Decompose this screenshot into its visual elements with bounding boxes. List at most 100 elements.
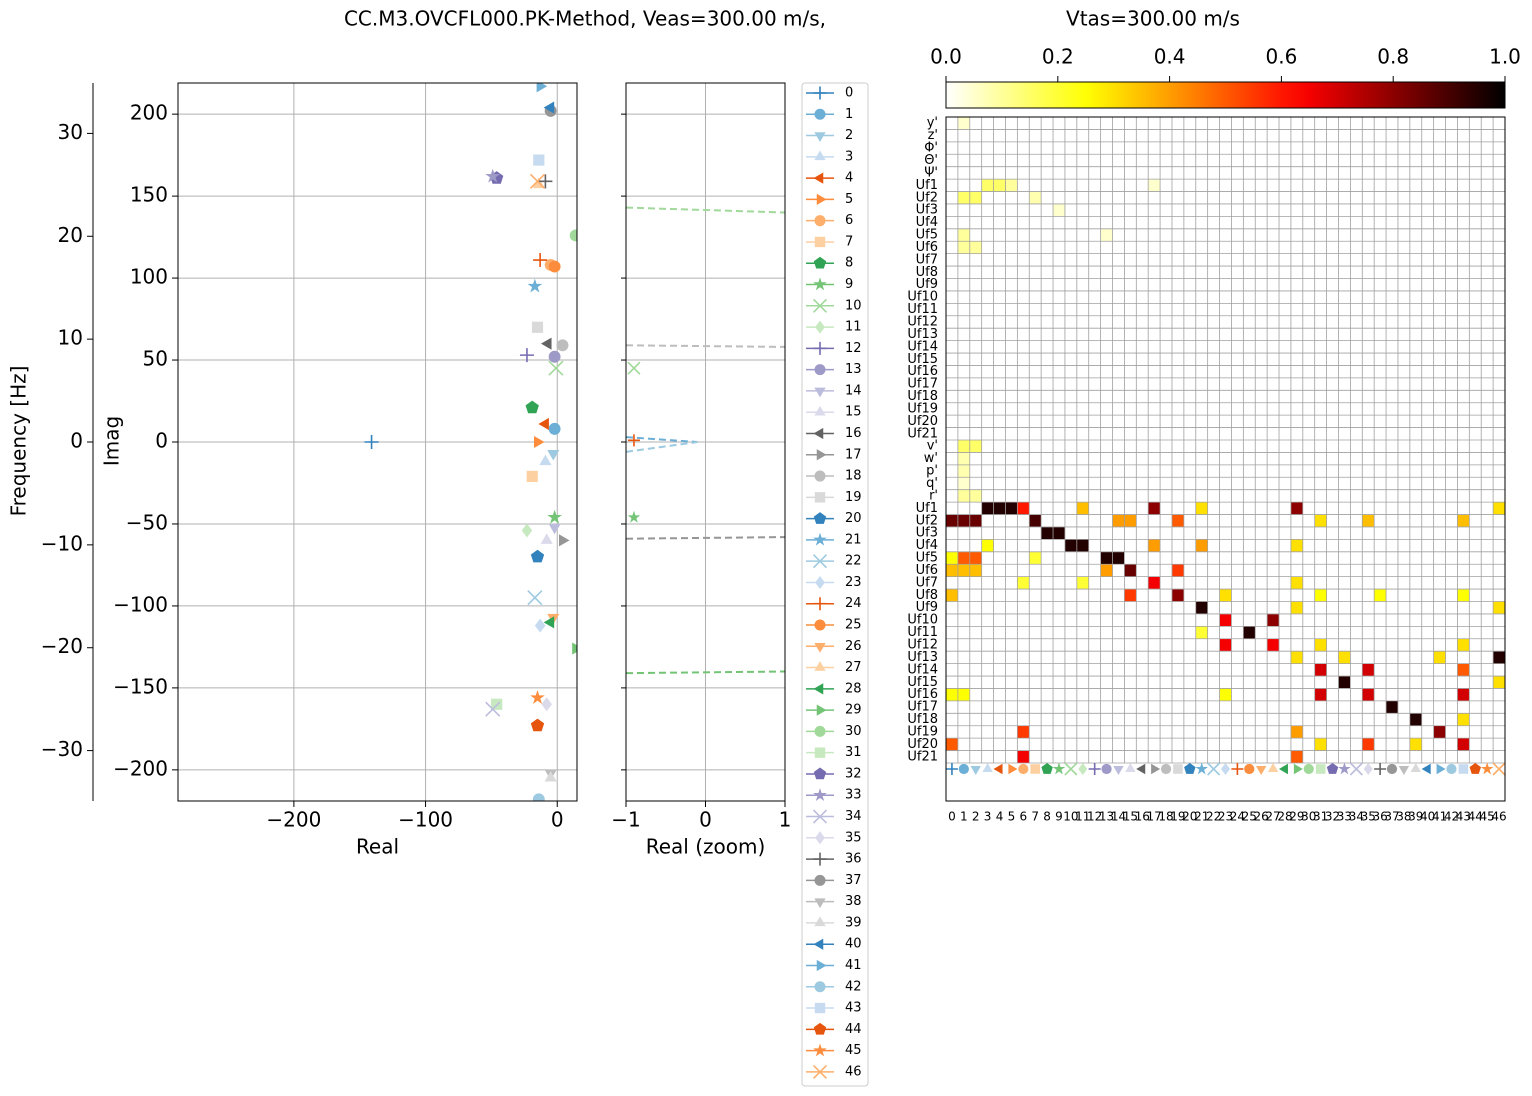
- heat-cell: [1029, 377, 1042, 391]
- legend-marker: [814, 981, 826, 993]
- heat-cell: [946, 377, 958, 391]
- heat-cell: [1469, 266, 1482, 279]
- pole-marker: [543, 616, 555, 629]
- heat-cell: [1267, 328, 1280, 341]
- heat-cell: [1362, 241, 1375, 254]
- heat-cell: [1481, 452, 1494, 465]
- heat-cell: [1136, 750, 1149, 763]
- heat-cell: [1397, 676, 1410, 689]
- heat-cell: [1267, 353, 1280, 366]
- legend-label: 39: [845, 915, 862, 930]
- heat-cell: [1386, 713, 1398, 726]
- heat-cell: [1457, 328, 1470, 341]
- heat-cell: [1029, 353, 1042, 366]
- heat-cell: [1160, 564, 1172, 577]
- heat-cell: [1279, 253, 1291, 267]
- heat-cell: [1053, 676, 1065, 689]
- heat-cell: [1362, 663, 1375, 677]
- heat-cell: [1219, 502, 1232, 515]
- heat-cell: [1255, 713, 1268, 726]
- heat-cell: [1493, 278, 1505, 291]
- heat-cell: [1088, 589, 1101, 602]
- heat-cell: [957, 415, 970, 428]
- heat-cell: [1409, 340, 1422, 354]
- heat-cell: [1255, 129, 1268, 142]
- heat-cell: [1148, 551, 1161, 565]
- heat-cell: [1326, 315, 1339, 329]
- heat-cell: [1219, 589, 1232, 602]
- row-label: Uf4: [916, 538, 938, 553]
- heat-cell: [946, 278, 958, 291]
- heat-cell: [1053, 216, 1065, 229]
- locus-line: [626, 670, 785, 675]
- heat-cell: [1421, 228, 1434, 242]
- heat-cell: [1017, 340, 1030, 354]
- heat-cell: [1267, 464, 1280, 478]
- column-label: 16: [1135, 810, 1150, 824]
- heat-cell: [993, 464, 1006, 478]
- heat-cell: [969, 278, 982, 291]
- heat-cell: [1338, 526, 1351, 540]
- heat-cell: [1112, 278, 1125, 291]
- heat-cell: [1112, 551, 1125, 565]
- heat-cell: [1076, 601, 1089, 614]
- heat-cell: [1124, 700, 1137, 714]
- heat-cell: [1112, 613, 1125, 627]
- mode-marker: [1267, 763, 1279, 772]
- heat-cell: [1433, 278, 1446, 291]
- heat-cell: [946, 452, 958, 465]
- heat-cell: [1397, 489, 1410, 503]
- heat-cell: [1302, 117, 1315, 130]
- heat-cell: [1481, 539, 1494, 552]
- heat-cell: [1112, 651, 1125, 664]
- heat-cell: [1338, 315, 1351, 329]
- heat-cell: [1493, 117, 1505, 130]
- heat-cell: [1195, 688, 1208, 701]
- row-label: Uf1: [916, 501, 938, 516]
- heat-cell: [1195, 676, 1208, 689]
- heat-cell: [1290, 489, 1303, 503]
- heat-cell: [1374, 228, 1387, 242]
- heat-cell: [1469, 365, 1482, 378]
- heat-cell: [993, 663, 1006, 677]
- y-tick-label: −50: [126, 510, 168, 534]
- heat-cell: [993, 390, 1006, 403]
- heat-cell: [1171, 638, 1184, 652]
- x-tick-label: 0: [551, 808, 564, 832]
- heat-cell: [1231, 390, 1244, 403]
- heat-cell: [946, 179, 958, 192]
- pole-marker: [627, 361, 641, 375]
- heat-cell: [1326, 353, 1339, 366]
- heat-cell: [1469, 440, 1482, 453]
- heat-cell: [1136, 179, 1149, 192]
- heat-cell: [1421, 365, 1434, 378]
- heat-cell: [1219, 464, 1232, 478]
- heat-cell: [1302, 551, 1315, 565]
- heat-cell: [1136, 713, 1149, 726]
- heat-cell: [1445, 166, 1458, 180]
- heat-cell: [1314, 278, 1327, 291]
- heat-cell: [1029, 676, 1042, 689]
- heat-cell: [1338, 141, 1351, 155]
- heat-cell: [1136, 377, 1149, 391]
- heat-cell: [1350, 191, 1363, 204]
- heat-cell: [1053, 191, 1065, 204]
- heat-cell: [1148, 141, 1161, 155]
- heat-cell: [1171, 502, 1184, 515]
- heat-cell: [1219, 365, 1232, 378]
- row-label: Uf13: [907, 327, 938, 342]
- heat-cell: [993, 141, 1006, 155]
- heat-cell: [1160, 576, 1172, 590]
- heat-cell: [969, 601, 982, 614]
- heat-cell: [1195, 551, 1208, 565]
- heat-cell: [1350, 440, 1363, 453]
- heat-cell: [1338, 551, 1351, 565]
- heat-cell: [1029, 117, 1042, 130]
- legend-label: 1: [845, 107, 853, 122]
- heat-cell: [1302, 402, 1315, 416]
- column-label: 45: [1480, 810, 1495, 824]
- heat-cell: [1457, 539, 1470, 552]
- heat-cell: [1017, 564, 1030, 577]
- heat-cell: [1207, 266, 1220, 279]
- heat-cell: [1279, 228, 1291, 242]
